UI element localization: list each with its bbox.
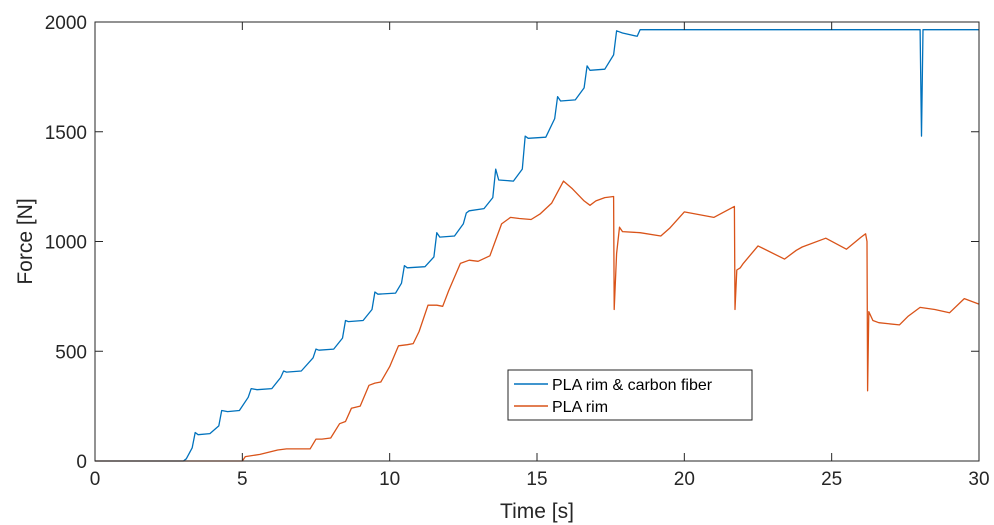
legend-label-pla-rim: PLA rim bbox=[552, 399, 608, 416]
x-tick-label: 20 bbox=[674, 469, 695, 490]
y-tick-label: 0 bbox=[76, 452, 87, 473]
y-axis-label: Force [N] bbox=[14, 198, 37, 284]
x-tick-label: 15 bbox=[526, 469, 547, 490]
series-line-1 bbox=[95, 180, 980, 462]
y-tick-label: 1500 bbox=[45, 123, 87, 144]
y-tick-label: 1000 bbox=[45, 233, 87, 254]
x-tick-label: 0 bbox=[90, 469, 101, 490]
y-tick-label: 500 bbox=[55, 342, 87, 363]
legend-label-carbon-fiber: PLA rim & carbon fiber bbox=[552, 377, 713, 394]
x-tick-label: 10 bbox=[379, 469, 400, 490]
y-tick-label: 2000 bbox=[45, 13, 87, 34]
ticks-layer: 0 5 10 15 20 25 30 0 500 1000 1500 2000 bbox=[45, 13, 990, 490]
series-line-0 bbox=[95, 29, 979, 462]
x-tick-label: 30 bbox=[968, 469, 989, 490]
legend: PLA rim & carbon fiber PLA rim bbox=[507, 369, 753, 421]
legend-box bbox=[507, 369, 753, 421]
x-tick-label: 5 bbox=[237, 469, 248, 490]
series-layer bbox=[95, 29, 980, 462]
x-axis-label: Time [s] bbox=[500, 500, 574, 523]
x-tick-label: 25 bbox=[821, 469, 842, 490]
